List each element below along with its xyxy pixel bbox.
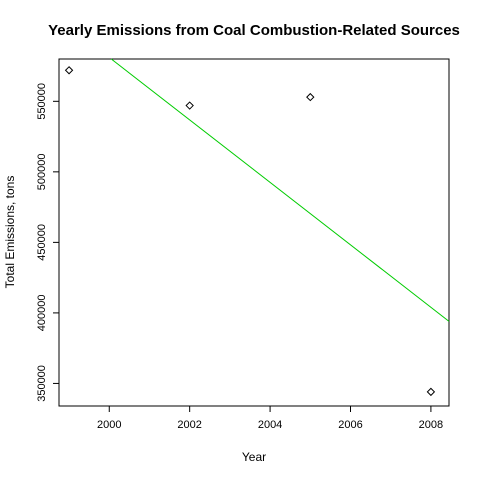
y-tick-label: 550000 [36,83,48,120]
x-tick-label: 2002 [177,419,201,431]
data-points [64,66,436,397]
y-axis: 350000 400000 450000 500000 550000 [36,83,59,402]
y-tick-label: 450000 [36,224,48,261]
data-point [185,101,194,110]
y-tick-label: 400000 [36,295,48,332]
plot-area-frame [58,58,450,407]
trend-line [110,58,450,322]
trend-line-group [110,58,450,322]
x-tick-label: 2008 [419,419,443,431]
data-point [306,92,315,102]
y-tick-label: 350000 [36,365,48,402]
data-point [64,66,74,75]
x-axis-label: Year [242,450,266,464]
x-axis: 2000 2002 2004 2006 2008 [97,406,443,431]
data-point [426,387,436,397]
chart-title: Yearly Emissions from Coal Combustion-Re… [48,22,460,39]
x-tick-label: 2004 [258,419,282,431]
x-tick-label: 2000 [97,419,121,431]
y-axis-label: Total Emissions, tons [3,176,17,289]
y-tick-label: 500000 [36,153,48,190]
x-tick-label: 2006 [338,419,362,431]
